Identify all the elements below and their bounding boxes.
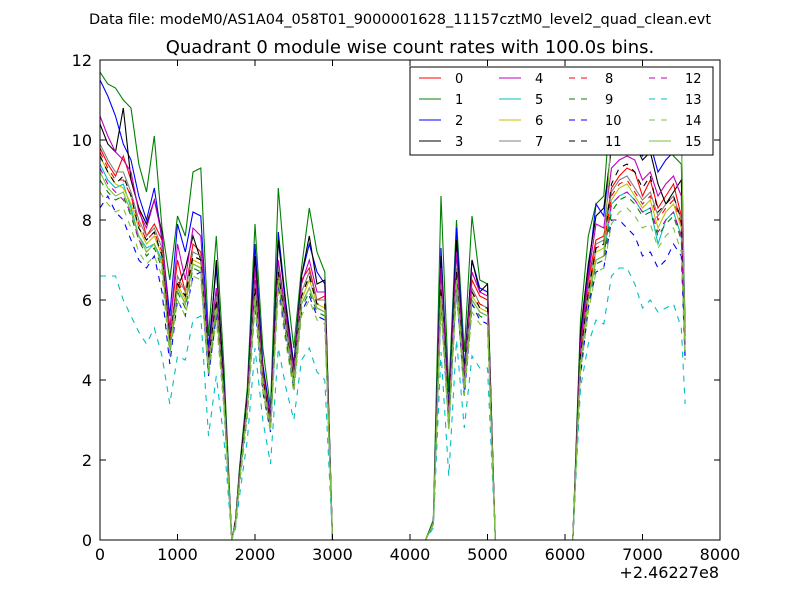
x-tick-label: 0	[95, 545, 105, 564]
legend-label-7: 7	[535, 135, 543, 150]
x-tick-label: 8000	[700, 545, 741, 564]
legend-label-12: 12	[685, 72, 702, 87]
legend-label-6: 6	[535, 114, 543, 129]
x-tick-label: 1000	[157, 545, 198, 564]
legend-label-14: 14	[685, 114, 702, 129]
legend-label-9: 9	[605, 93, 613, 108]
ticks-group: 0 1000 2000 3000 4000 5000 6000 7000 80000246810…	[72, 51, 741, 564]
legend-label-4: 4	[535, 72, 543, 87]
series-line-13	[100, 267, 686, 540]
legend-label-2: 2	[455, 114, 463, 129]
legend-box	[409, 66, 714, 156]
legend-label-8: 8	[605, 72, 613, 87]
legend-label-11: 11	[605, 135, 622, 150]
series-group	[100, 71, 686, 540]
series-line-11	[100, 155, 686, 540]
legend-label-5: 5	[535, 93, 543, 108]
x-tick-label: 3000	[312, 545, 353, 564]
legend-label-3: 3	[455, 135, 463, 150]
y-tick-label: 10	[72, 131, 92, 150]
y-tick-label: 12	[72, 51, 92, 70]
plot-frame	[99, 59, 721, 541]
legend-label-1: 1	[455, 93, 463, 108]
x-tick-label: 4000	[390, 545, 431, 564]
y-tick-label: 6	[82, 291, 92, 310]
x-tick-label: 5000	[467, 545, 508, 564]
series-line-7	[100, 143, 686, 540]
series-line-4	[100, 115, 686, 540]
suptitle: Data file: modeM0/AS1A04_058T01_90000016…	[89, 12, 711, 28]
legend-label-0: 0	[455, 72, 463, 87]
y-tick-label: 0	[82, 531, 92, 550]
x-offset-label: +2.46227e8	[619, 563, 719, 582]
legend-label-15: 15	[685, 135, 702, 150]
legend-label-13: 13	[685, 93, 702, 108]
y-tick-label: 4	[82, 371, 92, 390]
y-tick-label: 2	[82, 451, 92, 470]
x-tick-label: 7000	[622, 545, 663, 564]
chart-title: Quadrant 0 module wise count rates with …	[166, 37, 655, 58]
legend-label-10: 10	[605, 114, 622, 129]
x-tick-label: 6000	[545, 545, 586, 564]
x-tick-label: 2000	[235, 545, 276, 564]
y-tick-label: 8	[82, 211, 92, 230]
